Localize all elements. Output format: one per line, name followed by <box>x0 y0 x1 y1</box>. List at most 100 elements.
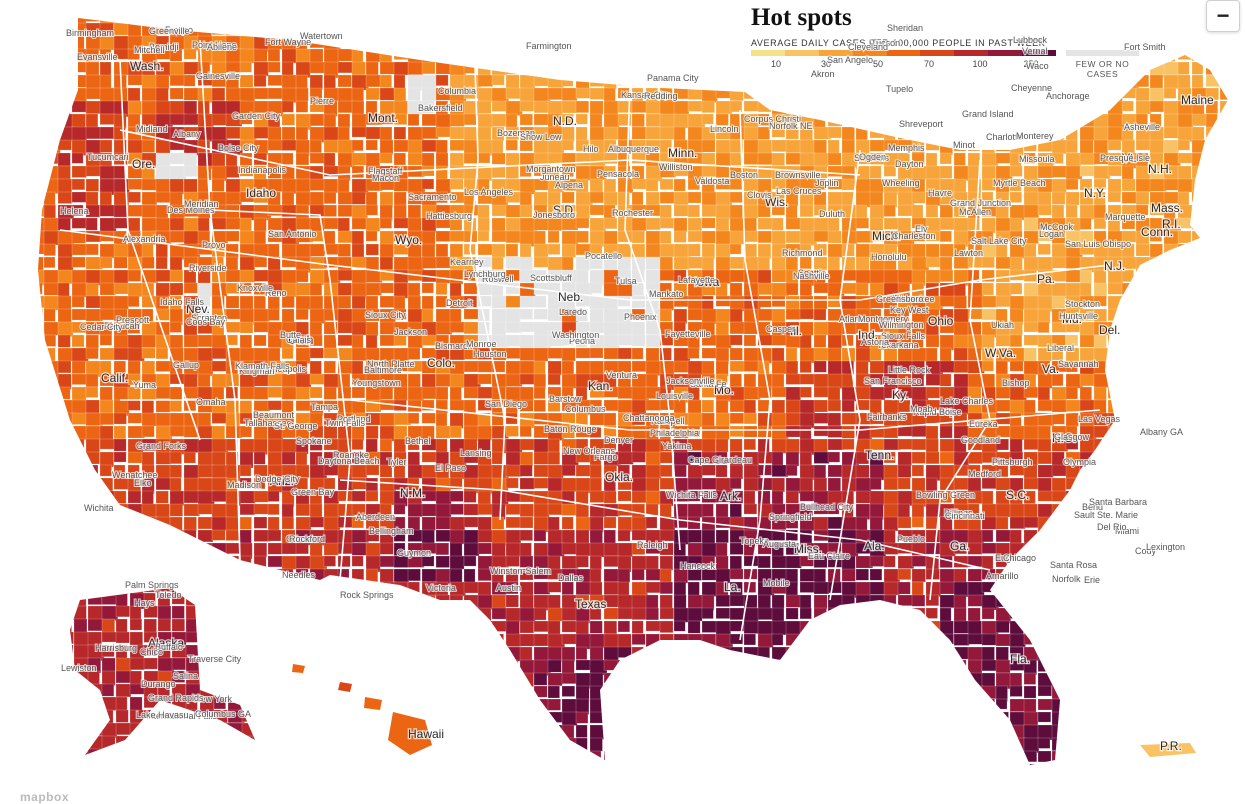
county-cell <box>925 633 939 651</box>
county-cell <box>71 269 87 284</box>
county-cell <box>1234 23 1245 34</box>
county-cell <box>1191 35 1204 49</box>
county-cell <box>687 542 703 557</box>
county-cell <box>1135 360 1148 375</box>
county-cell <box>757 217 773 230</box>
zoom-out-button[interactable]: − <box>1206 0 1240 32</box>
county-cell <box>225 672 242 687</box>
county-cell <box>477 74 494 87</box>
county-cell <box>575 35 588 53</box>
county-cell <box>113 451 127 463</box>
county-cell <box>911 87 924 102</box>
county-cell <box>1191 347 1208 360</box>
county-cell <box>673 126 686 141</box>
county-cell <box>785 555 802 569</box>
county-cell <box>463 321 479 335</box>
county-cell <box>771 698 786 712</box>
county-cell <box>253 685 267 699</box>
county-cell <box>477 698 492 711</box>
county-cell <box>729 633 744 645</box>
county-cell <box>1191 204 1209 221</box>
county-cell <box>1163 594 1177 609</box>
county-cell <box>1234 88 1245 103</box>
county-cell <box>38 282 43 295</box>
county-cell <box>281 633 299 648</box>
county-cell <box>225 113 243 127</box>
county-cell <box>589 18 606 26</box>
county-cell <box>197 18 212 23</box>
county-cell <box>1093 334 1107 350</box>
county-cell <box>841 737 857 755</box>
county-cell <box>757 646 771 660</box>
county-cell <box>183 516 197 532</box>
county-cell <box>645 503 659 516</box>
county-cell <box>225 269 241 283</box>
county-cell <box>883 672 898 686</box>
county-cell <box>351 191 366 205</box>
county-cell <box>43 607 60 622</box>
county-cell <box>631 711 645 725</box>
county-cell <box>883 256 897 271</box>
county-cell <box>1079 191 1094 206</box>
county-cell <box>575 412 589 427</box>
county-cell <box>421 204 438 220</box>
county-cell <box>1051 503 1069 519</box>
county-cell <box>183 750 197 765</box>
county-cell <box>869 35 885 47</box>
county-cell <box>939 737 954 752</box>
county-cell <box>253 516 268 529</box>
county-cell <box>85 373 99 388</box>
county-cell <box>1093 477 1110 492</box>
county-cell <box>1093 256 1109 272</box>
county-cell <box>771 633 784 646</box>
county-cell <box>673 659 688 675</box>
county-cell <box>183 477 200 493</box>
county-cell <box>1163 269 1180 283</box>
county-cell <box>1149 139 1165 154</box>
county-cell <box>155 165 171 182</box>
county-cell <box>351 126 367 138</box>
county-cell <box>813 646 832 658</box>
county-cell <box>379 22 398 37</box>
county-cell <box>589 61 605 73</box>
county-cell <box>1079 178 1093 191</box>
county-cell <box>337 737 353 753</box>
county-cell <box>477 256 493 268</box>
county-cell <box>477 724 491 738</box>
county-cell <box>1107 438 1125 454</box>
county-cell <box>393 18 408 23</box>
county-cell <box>99 581 113 599</box>
county-cell <box>869 633 887 647</box>
county-cell <box>253 360 267 374</box>
county-cell <box>71 35 85 50</box>
county-cell <box>743 516 758 532</box>
county-cell <box>337 490 353 502</box>
county-cell <box>1065 178 1079 190</box>
county-cell <box>155 74 170 90</box>
county-cell <box>1205 555 1219 568</box>
county-cell <box>1219 724 1228 739</box>
county-cell <box>561 321 578 338</box>
county-cell <box>1163 464 1180 480</box>
county-cell <box>1037 438 1052 452</box>
county-cell <box>1037 659 1054 672</box>
county-cell <box>1037 18 1053 26</box>
county-cell <box>113 48 130 60</box>
county-cell <box>183 61 199 75</box>
county-cell <box>1234 231 1245 242</box>
county-cell <box>757 74 771 89</box>
county-cell <box>519 503 534 518</box>
county-cell <box>925 178 941 192</box>
county-cell <box>85 35 102 52</box>
county-cell <box>1037 711 1052 723</box>
county-cell <box>701 464 716 476</box>
county-cell <box>561 48 577 64</box>
legend-subtitle: AVERAGE DAILY CASES PER 100,000 PEOPLE I… <box>751 38 1046 48</box>
county-cell <box>183 100 198 116</box>
county-cell <box>267 490 280 502</box>
county-cell <box>1107 22 1124 38</box>
county-cell <box>617 672 630 690</box>
county-cell <box>127 568 140 580</box>
county-cell <box>617 35 630 51</box>
